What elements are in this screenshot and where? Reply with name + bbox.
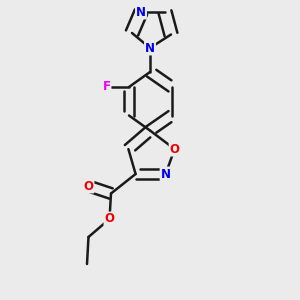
Text: N: N: [145, 41, 155, 55]
Text: O: O: [104, 212, 115, 226]
Text: F: F: [103, 80, 110, 94]
Text: N: N: [136, 5, 146, 19]
Text: O: O: [169, 142, 180, 156]
Text: O: O: [83, 179, 94, 193]
Text: N: N: [160, 167, 171, 181]
